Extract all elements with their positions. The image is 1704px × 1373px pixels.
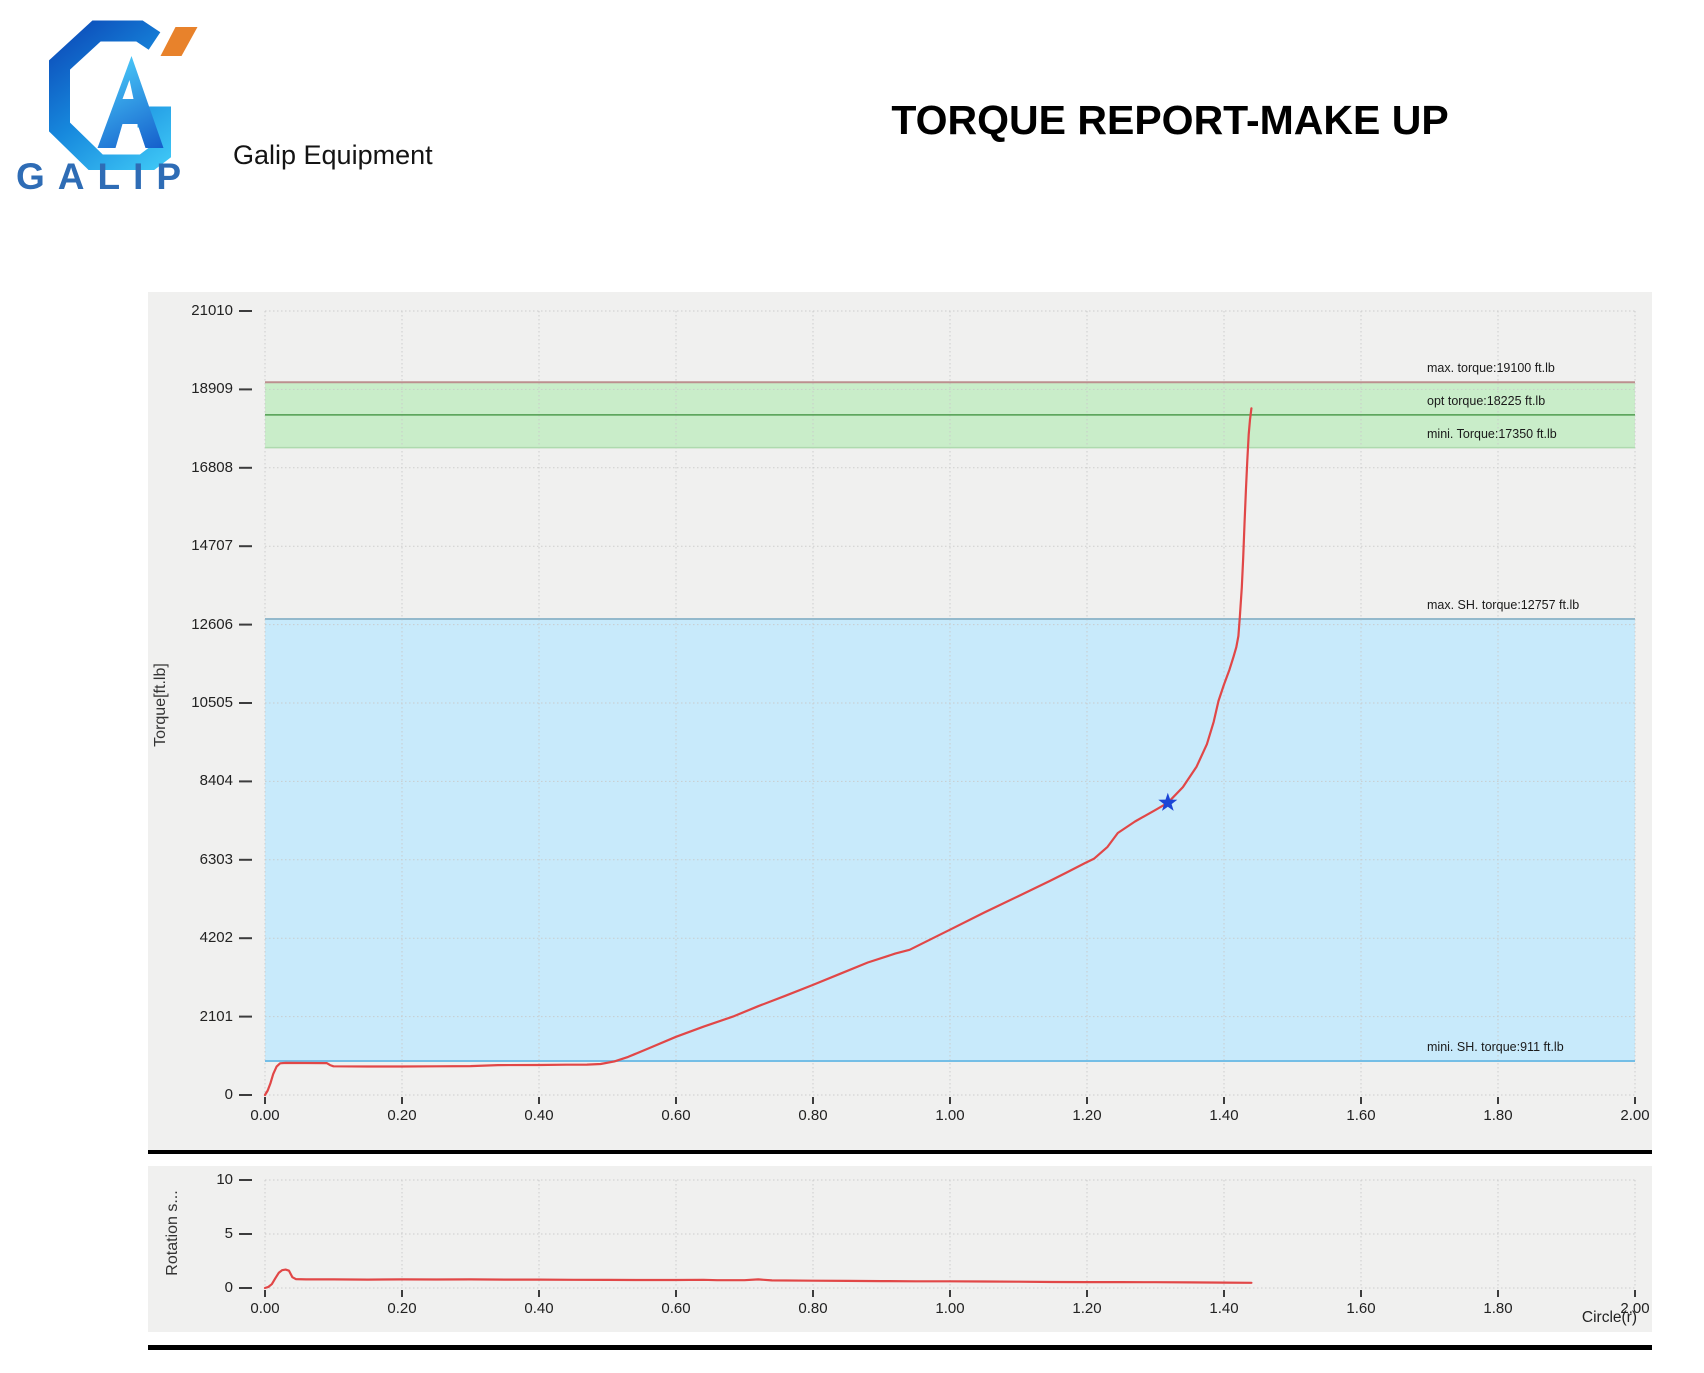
rotation-chart-plot xyxy=(239,1179,1636,1297)
torque-curve xyxy=(263,407,1253,1097)
rotation-chart-panel: 0 5 10 0.00 0.20 0.40 0.60 0.80 1.00 1.20 1.40 1.60… xyxy=(148,1166,1652,1332)
company-name: Galip Equipment xyxy=(233,140,433,170)
separator-bar xyxy=(148,1150,1652,1154)
logo-wordmark: GALIP xyxy=(16,156,195,197)
logo-orange-slash xyxy=(160,27,198,56)
shoulder-point-marker xyxy=(1158,792,1178,811)
separator-bar xyxy=(148,1345,1652,1350)
torque-chart-plot xyxy=(239,310,1636,1104)
logo-a-glyph xyxy=(97,56,164,148)
page-title: TORQUE REPORT-MAKE UP xyxy=(891,97,1449,143)
torque-y-axis-title: Torque[ft.lb] xyxy=(152,663,169,747)
galip-logo-icon xyxy=(49,20,198,170)
rotation-speed-curve xyxy=(263,1268,1253,1290)
x-axis-title: Circle(r) xyxy=(1581,1309,1637,1326)
torque-chart-panel: 0 2101 4202 6303 8404 10505 12606 14707 16808 189… xyxy=(148,292,1652,1150)
rotation-y-axis-title: Rotation s... xyxy=(164,1190,181,1276)
logo-g-ring xyxy=(49,20,171,170)
